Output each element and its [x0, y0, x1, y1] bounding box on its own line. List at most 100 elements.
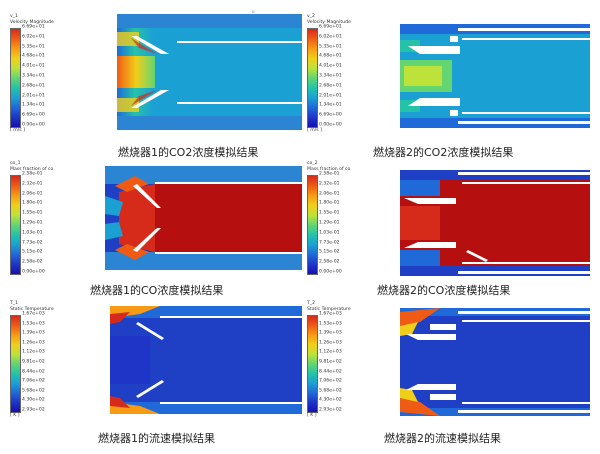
tick: 1.55e-01 — [22, 210, 43, 216]
tick: 1.67e+03 — [319, 311, 342, 317]
co-field-burner-1 — [105, 166, 302, 270]
tick: 7.06e+02 — [319, 378, 342, 384]
legend-var: co_1 — [10, 161, 21, 166]
tick: 2.32e-01 — [22, 181, 43, 187]
tick: 1.12e+03 — [319, 350, 342, 356]
caption-co2-burner-1: 燃烧器1的CO2浓度模拟结果 — [118, 146, 259, 159]
velocity-field-burner-2 — [400, 24, 590, 128]
top-mark: u — [252, 9, 255, 14]
tick: 4.30e+02 — [319, 398, 342, 404]
legend-unit: [ m/s ] — [10, 128, 25, 133]
legend-title: Velocity Magnitude — [307, 20, 351, 25]
tick: 4.01e+01 — [22, 63, 45, 69]
tick: 1.34e+01 — [22, 103, 45, 109]
temperature-field-burner-2 — [400, 308, 590, 416]
tick: 1.80e-01 — [319, 201, 340, 207]
legend-velocity-2: v_2 Velocity Magnitude 6.69e+01 6.02e+01… — [307, 14, 387, 133]
tick: 2.01e+01 — [22, 93, 45, 99]
tick: 1.39e+03 — [22, 330, 45, 336]
colorbar — [10, 28, 21, 128]
caption-co-burner-2: 燃烧器2的CO浓度模拟结果 — [377, 284, 511, 297]
tick: 1.03e-01 — [319, 230, 340, 236]
legend-co-2: co_2 Mass fraction of co 2.58e-01 2.32e-… — [307, 161, 387, 280]
tick: 2.68e+01 — [22, 83, 45, 89]
tick: 7.06e+02 — [22, 378, 45, 384]
tick: 6.02e+01 — [22, 34, 45, 40]
tick: 8.44e+02 — [319, 369, 342, 375]
tick: 6.69e+00 — [22, 112, 45, 118]
legend-title: Velocity Magnitude — [10, 20, 54, 25]
legend-unit: [ K ] — [307, 413, 317, 418]
tick: 1.03e-01 — [22, 230, 43, 236]
tick: 5.15e-02 — [22, 250, 43, 256]
tick: 7.73e-02 — [319, 240, 340, 246]
tick: 4.68e+01 — [22, 54, 45, 60]
tick: 6.69e+01 — [319, 24, 342, 30]
legend-temperature-1: T_1 Static Temperature 1.67e+03 1.53e+03… — [10, 301, 90, 422]
legend-var: T_2 — [307, 301, 316, 306]
tick: 2.01e+01 — [319, 93, 342, 99]
tick: 5.68e+02 — [22, 388, 45, 394]
tick: 1.53e+03 — [22, 321, 45, 327]
tick: 9.81e+02 — [319, 359, 342, 365]
tick: 2.68e+01 — [319, 83, 342, 89]
tick: 3.34e+01 — [22, 73, 45, 79]
tick: 1.29e-01 — [319, 220, 340, 226]
legend-title: Static Temperature — [10, 307, 54, 312]
tick: 6.69e+01 — [22, 24, 45, 30]
tick: 1.26e+03 — [22, 340, 45, 346]
tick: 0.00e+00 — [319, 269, 342, 275]
tick: 2.93e+02 — [22, 407, 45, 413]
tick: 0.00e+00 — [22, 269, 45, 275]
tick: 2.58e-02 — [22, 259, 43, 265]
colorbar — [307, 175, 318, 275]
colorbar — [307, 315, 318, 413]
tick: 1.55e-01 — [319, 210, 340, 216]
colorbar — [307, 28, 318, 128]
co-field-burner-2 — [400, 170, 590, 276]
tick: 2.32e-01 — [319, 181, 340, 187]
tick: 1.34e+01 — [319, 103, 342, 109]
tick: 9.81e+02 — [22, 359, 45, 365]
legend-temperature-2: T_2 Static Temperature 1.67e+03 1.53e+03… — [307, 301, 387, 422]
legend-unit: [ K ] — [10, 413, 20, 418]
tick: 2.06e-01 — [319, 191, 340, 197]
tick: 5.15e-02 — [319, 250, 340, 256]
legend-title: Static Temperature — [307, 307, 351, 312]
tick: 5.68e+02 — [319, 388, 342, 394]
tick: 2.58e-01 — [319, 171, 340, 177]
caption-flow-burner-2: 燃烧器2的流速模拟结果 — [384, 432, 501, 445]
colorbar — [10, 315, 21, 413]
tick: 1.39e+03 — [319, 330, 342, 336]
tick: 1.26e+03 — [319, 340, 342, 346]
tick: 4.01e+01 — [319, 63, 342, 69]
legend-co-1: co_1 Mass fraction of co 2.58e-01 2.32e-… — [10, 161, 90, 280]
colorbar — [10, 175, 21, 275]
tick: 8.44e+02 — [22, 369, 45, 375]
legend-title: Mass fraction of co — [307, 167, 351, 172]
tick: 0.00e+00 — [22, 122, 45, 128]
tick: 3.34e+01 — [319, 73, 342, 79]
tick: 7.73e-02 — [22, 240, 43, 246]
legend-title: Mass fraction of co — [10, 167, 54, 172]
tick: 1.29e-01 — [22, 220, 43, 226]
legend-velocity-1: v_1 Velocity Magnitude 6.69e+01 6.02e+01… — [10, 14, 90, 133]
tick: 0.00e+00 — [319, 122, 342, 128]
tick: 1.80e-01 — [22, 201, 43, 207]
caption-flow-burner-1: 燃烧器1的流速模拟结果 — [98, 432, 215, 445]
tick: 2.58e-01 — [22, 171, 43, 177]
tick: 5.35e+01 — [22, 44, 45, 50]
legend-var: v_1 — [10, 14, 18, 19]
tick: 1.67e+03 — [22, 311, 45, 317]
tick: 6.02e+01 — [319, 34, 342, 40]
tick: 1.53e+03 — [319, 321, 342, 327]
velocity-field-burner-1 — [117, 14, 302, 130]
legend-var: T_1 — [10, 301, 19, 306]
tick: 2.06e-01 — [22, 191, 43, 197]
tick: 4.68e+01 — [319, 54, 342, 60]
tick: 2.58e-02 — [319, 259, 340, 265]
caption-co-burner-1: 燃烧器1的CO浓度模拟结果 — [90, 284, 224, 297]
legend-var: co_2 — [307, 161, 318, 166]
tick: 5.35e+01 — [319, 44, 342, 50]
legend-unit: [ m/s ] — [307, 128, 322, 133]
